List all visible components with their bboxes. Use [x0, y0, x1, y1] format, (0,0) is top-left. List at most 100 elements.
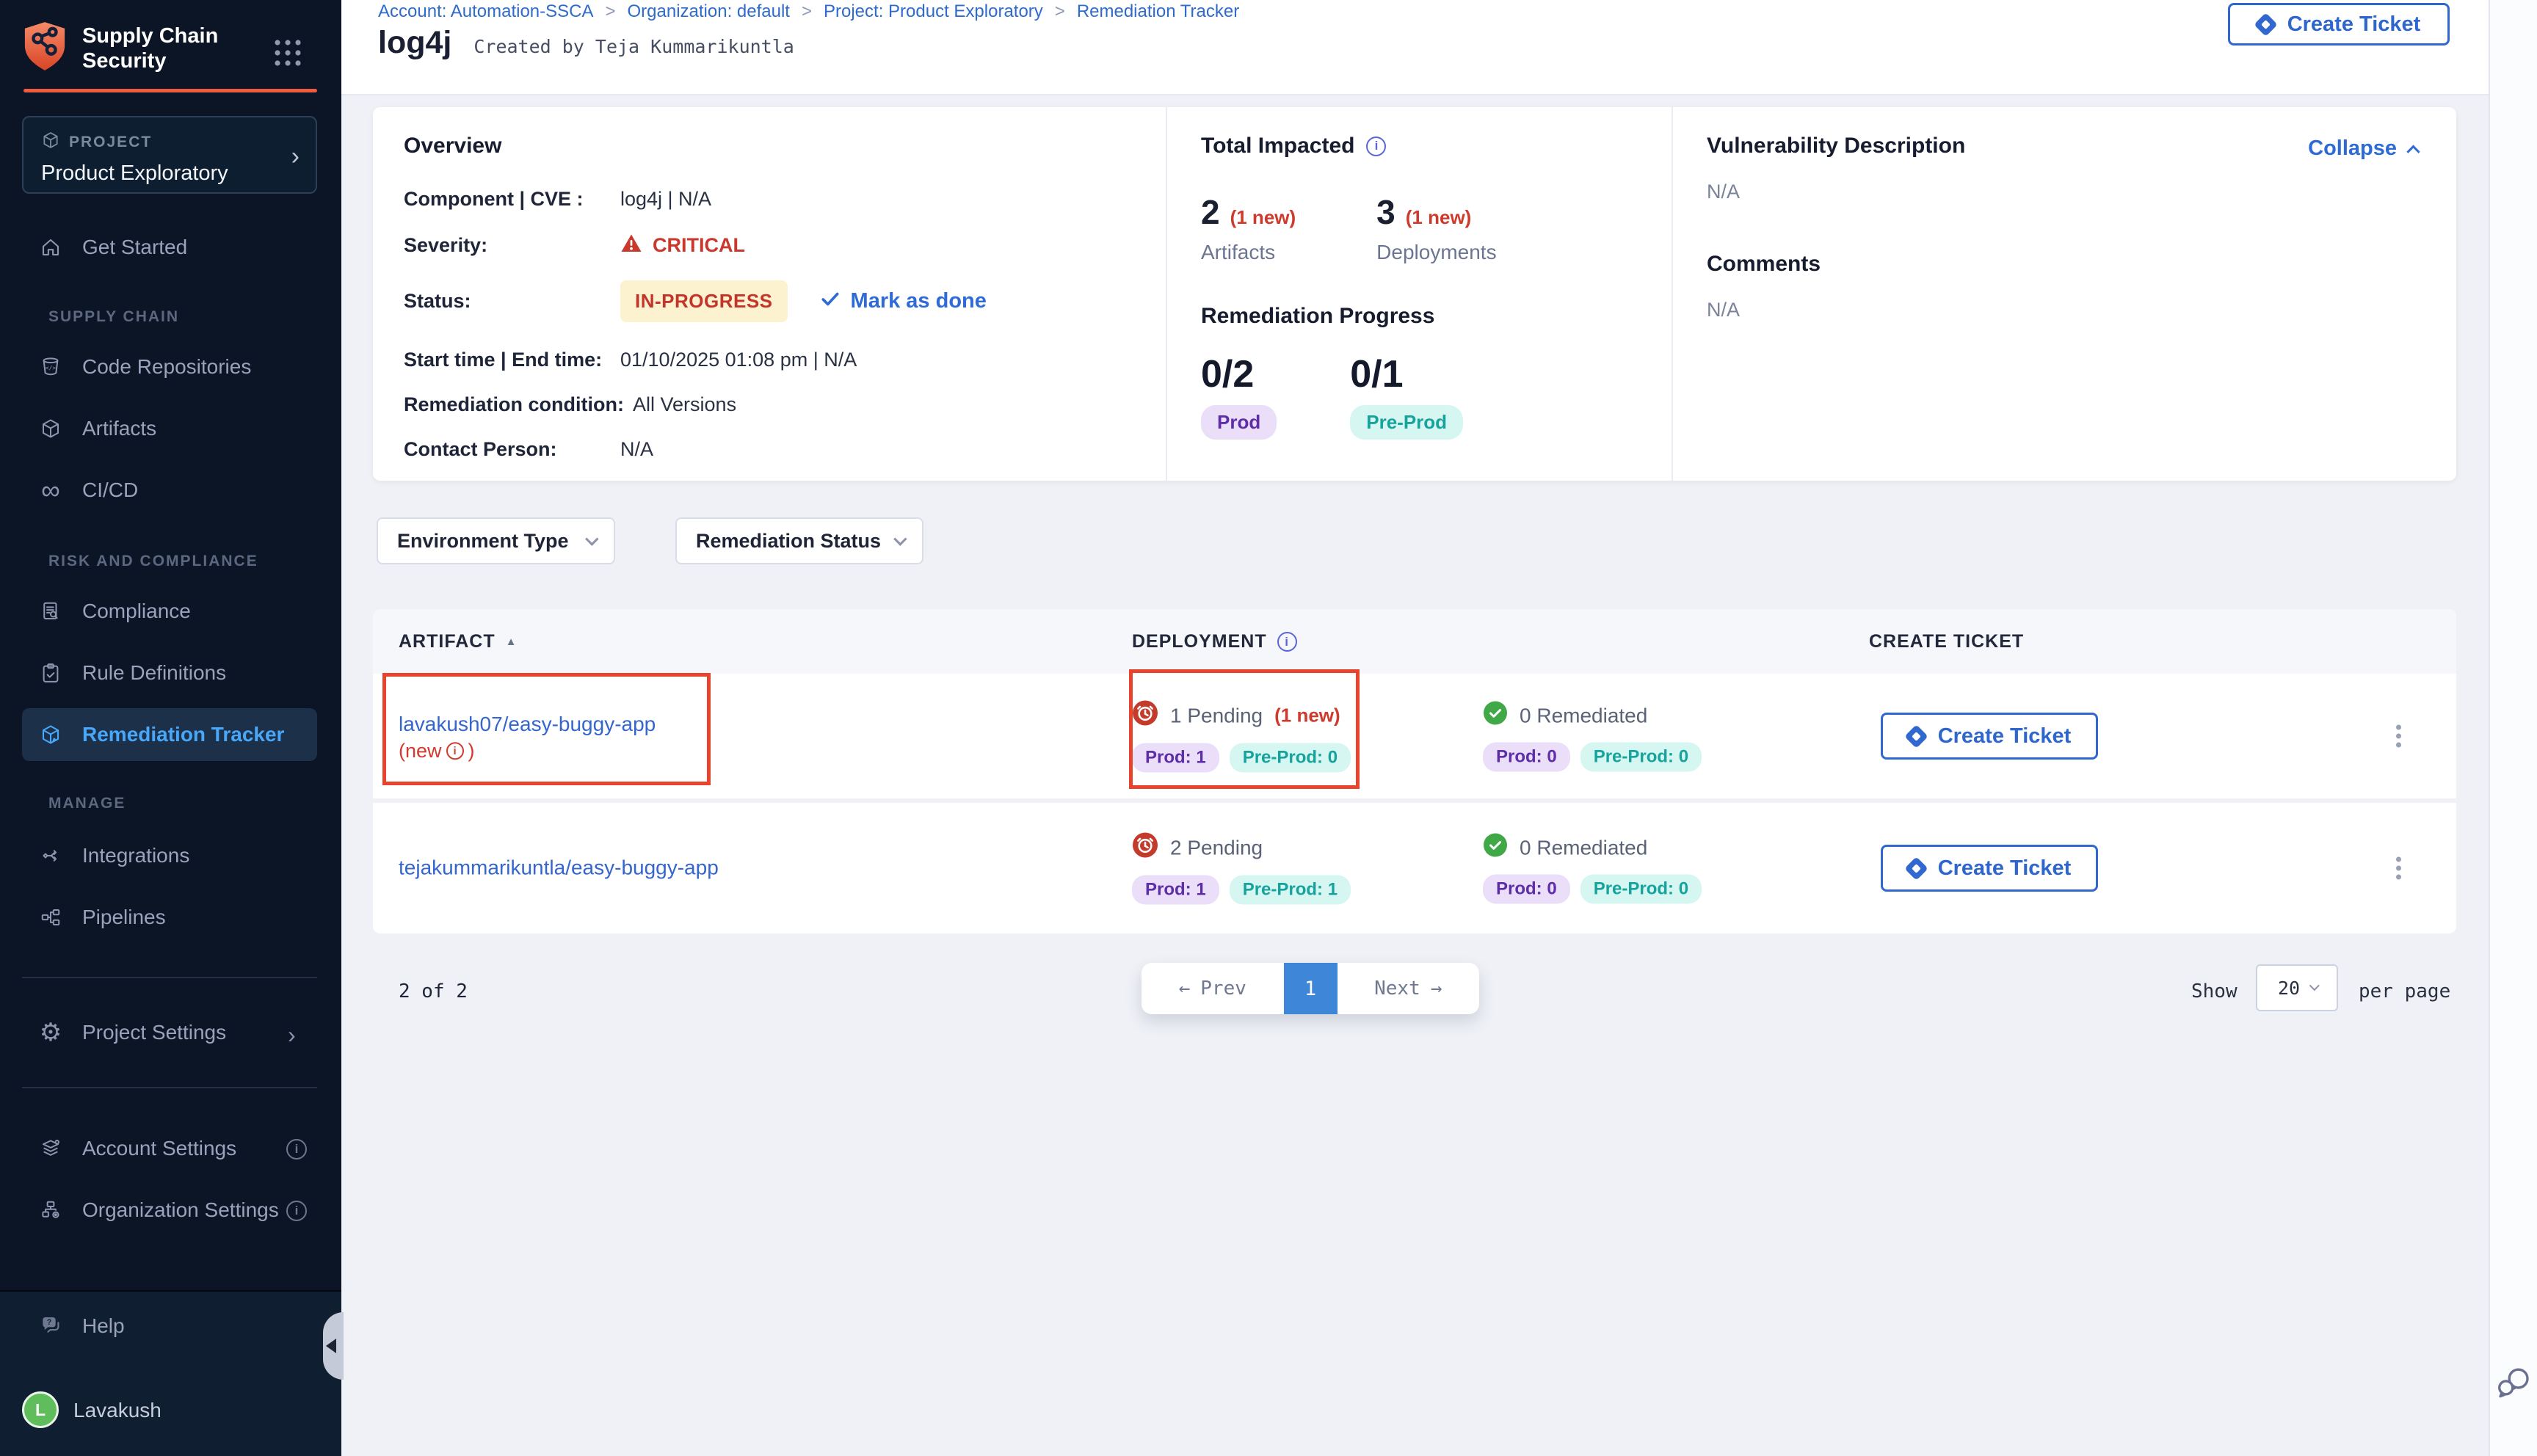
pending-clock-icon — [1132, 832, 1158, 864]
status-row: Status: IN-PROGRESS Mark as done — [404, 280, 1135, 322]
page-header: Account: Automation-SSCA > Organization:… — [341, 0, 2537, 95]
sidebar-item-cicd[interactable]: ∞ CI/CD — [38, 473, 138, 508]
preprod-pill: Pre-Prod — [1350, 405, 1464, 440]
component-value: log4j | N/A — [620, 188, 712, 210]
sidebar-item-rule-definitions[interactable]: Rule Definitions — [38, 655, 226, 691]
artifact-link[interactable]: tejakummarikuntla/easy-buggy-app — [399, 856, 719, 879]
project-selector[interactable]: PROJECT Product Exploratory › — [22, 116, 317, 194]
overview-heading: Overview — [404, 134, 502, 158]
column-header-deployment: DEPLOYMENT i — [1132, 631, 1297, 652]
breadcrumb-account[interactable]: Account: Automation-SSCA — [378, 1, 594, 21]
breadcrumb-project[interactable]: Project: Product Exploratory — [824, 1, 1043, 21]
prod-count-pill: Prod: 1 — [1132, 743, 1219, 773]
right-scroll-gutter[interactable] — [2489, 0, 2537, 1456]
info-icon[interactable]: i — [286, 1139, 307, 1160]
sidebar-item-remediation-tracker[interactable]: Remediation Tracker — [38, 717, 284, 752]
create-ticket-button[interactable]: Create Ticket — [1881, 713, 2098, 760]
mark-as-done-button[interactable]: Mark as done — [820, 288, 987, 315]
sidebar-item-pipelines[interactable]: Pipelines — [38, 900, 166, 935]
total-impacted-heading: Total Impacted — [1201, 134, 1355, 158]
new-label-close: ) — [468, 739, 475, 762]
create-ticket-button[interactable]: Create Ticket — [1881, 845, 2098, 892]
collapse-left-icon — [326, 1339, 336, 1353]
info-icon[interactable]: i — [446, 742, 464, 760]
row-menu-kebab-icon[interactable] — [2392, 717, 2406, 756]
support-chat-icon[interactable] — [2494, 1362, 2534, 1405]
artifact-column-label: ARTIFACT — [399, 631, 496, 652]
remediation-status-label: Remediation Status — [696, 529, 882, 552]
project-name: Product Exploratory — [41, 161, 228, 185]
sidebar-item-get-started[interactable]: Get Started — [38, 230, 187, 265]
info-icon[interactable]: i — [1277, 632, 1297, 652]
page-size-select[interactable]: 20 — [2256, 964, 2338, 1011]
code-repo-icon: </> — [38, 356, 63, 378]
time-value: 01/10/2025 01:08 pm | N/A — [620, 349, 857, 371]
artifact-link[interactable]: lavakush07/easy-buggy-app — [399, 713, 656, 736]
breadcrumb-organization[interactable]: Organization: default — [627, 1, 790, 21]
page-size-value: 20 — [2277, 977, 2301, 999]
sidebar-divider — [22, 1087, 317, 1088]
sort-asc-icon[interactable]: ▲ — [505, 636, 518, 648]
jira-diamond-icon — [2253, 12, 2278, 37]
contact-label: Contact Person: — [404, 438, 557, 460]
info-icon[interactable]: i — [1366, 136, 1387, 156]
sidebar: Supply Chain Security PROJECT Product Exp… — [0, 0, 341, 1456]
next-page-button[interactable]: Next → — [1338, 963, 1480, 1014]
prod-count-pill: Prod: 1 — [1132, 875, 1219, 905]
sidebar-section-manage: MANAGE — [48, 795, 126, 812]
app-grid-icon[interactable] — [273, 38, 302, 71]
sidebar-item-artifacts[interactable]: Artifacts — [38, 411, 156, 446]
remediation-status-dropdown[interactable]: Remediation Status — [675, 517, 923, 564]
warning-triangle-icon — [620, 233, 642, 258]
breadcrumb-separator: > — [801, 1, 812, 21]
column-header-create-ticket: CREATE TICKET — [1869, 631, 2025, 652]
deployment-remediated-cell: 0 Remediated Prod: 0 Pre-Prod: 0 — [1483, 701, 1702, 772]
chevron-down-icon — [893, 531, 907, 546]
brand-divider — [23, 89, 317, 92]
artifact-cell: lavakush07/easy-buggy-app (new i ) — [399, 710, 656, 762]
prod-count-pill: Prod: 0 — [1483, 742, 1570, 772]
table-row: lavakush07/easy-buggy-app (new i ) 1 Pen… — [373, 674, 2456, 798]
vulnerability-description-value: N/A — [1707, 181, 1741, 203]
row-menu-kebab-icon[interactable] — [2392, 849, 2406, 888]
project-cube-icon — [41, 131, 60, 154]
remediated-count: 0 Remediated — [1520, 704, 1648, 727]
environment-type-dropdown[interactable]: Environment Type — [377, 517, 615, 564]
condition-row: Remediation condition: All Versions — [404, 393, 1135, 416]
overview-column: Overview Component | CVE : log4j | N/A S… — [373, 107, 1166, 481]
sidebar-collapse-handle[interactable] — [323, 1312, 344, 1380]
app-logo[interactable]: Supply Chain Security — [22, 21, 218, 76]
app-title: Supply Chain Security — [82, 23, 219, 73]
per-page-label: per page — [2359, 980, 2451, 1002]
sidebar-item-integrations[interactable]: Integrations — [38, 838, 189, 873]
collapse-button[interactable]: Collapse — [2308, 136, 2420, 161]
details-column: Vulnerability Description N/A Comments N… — [1673, 107, 2456, 481]
column-header-artifact[interactable]: ARTIFACT ▲ — [399, 631, 517, 652]
user-name[interactable]: Lavakush — [73, 1399, 161, 1422]
breadcrumb-remediation-tracker[interactable]: Remediation Tracker — [1076, 1, 1240, 21]
sidebar-item-compliance[interactable]: Compliance — [38, 594, 191, 629]
remediated-count: 0 Remediated — [1520, 836, 1648, 859]
pipelines-icon — [38, 906, 63, 928]
arrow-right-icon: → — [1430, 978, 1442, 1000]
sidebar-item-account-settings[interactable]: Account Settings — [38, 1131, 236, 1166]
sidebar-item-organization-settings[interactable]: Organization Settings — [38, 1193, 279, 1228]
create-ticket-button[interactable]: Create Ticket — [2228, 3, 2450, 46]
preprod-count-pill: Pre-Prod: 0 — [1229, 743, 1351, 773]
current-page-button[interactable]: 1 — [1283, 963, 1338, 1014]
sidebar-item-label: CI/CD — [82, 478, 139, 501]
prev-page-button[interactable]: ← Prev — [1142, 963, 1284, 1014]
prev-label: Prev — [1200, 978, 1246, 1000]
sidebar-item-project-settings[interactable]: ⚙ Project Settings — [38, 1015, 226, 1050]
info-icon[interactable]: i — [286, 1201, 307, 1221]
sidebar-item-help[interactable]: ? Help — [38, 1308, 125, 1344]
user-avatar[interactable]: L — [22, 1391, 59, 1428]
environment-type-label: Environment Type — [397, 529, 569, 552]
jira-diamond-icon — [1903, 856, 1928, 881]
project-label: PROJECT — [69, 134, 153, 150]
remediated-check-icon — [1483, 701, 1508, 731]
deployment-pending-cell: 1 Pending (1 new) Prod: 1 Pre-Prod: 0 — [1132, 700, 1351, 773]
sidebar-item-code-repositories[interactable]: </> Code Repositories — [38, 349, 251, 385]
collapse-label: Collapse — [2308, 136, 2397, 160]
chevron-down-icon — [2309, 980, 2320, 991]
